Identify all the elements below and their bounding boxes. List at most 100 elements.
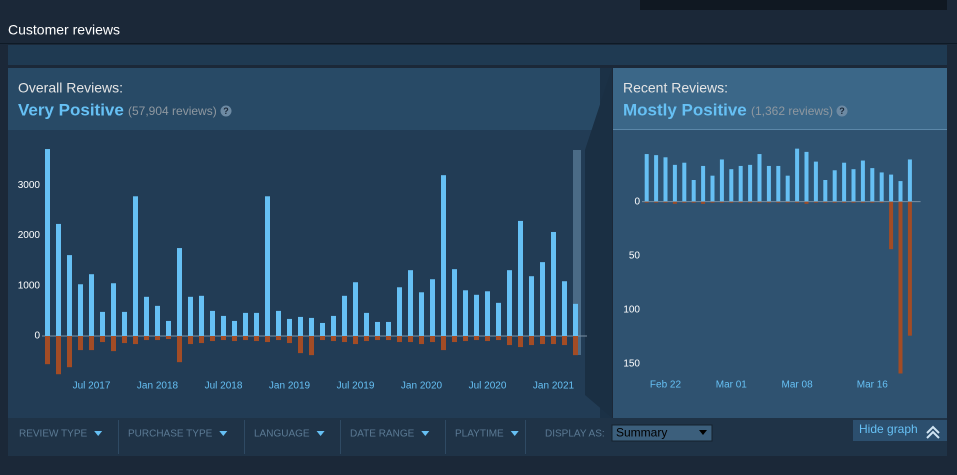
dropdown-arrow[interactable] (510, 431, 519, 436)
bar (386, 321, 391, 337)
bar (254, 312, 259, 337)
bar (860, 160, 865, 202)
bar (485, 336, 490, 342)
bar (701, 201, 706, 204)
bar (122, 311, 127, 337)
bar (133, 196, 138, 337)
bar (748, 201, 753, 203)
display-as-label: DISPLAY AS: (545, 429, 605, 440)
dropdown-arrow[interactable] (421, 431, 430, 436)
overall-count: (57,904 reviews) (128, 104, 217, 118)
bar (210, 336, 215, 342)
bar (89, 274, 94, 337)
bar (45, 149, 50, 337)
bar (518, 220, 523, 337)
bar (562, 336, 567, 346)
filter-separator (118, 420, 119, 454)
bar (188, 296, 193, 337)
bar (785, 175, 790, 202)
y-tick-label: 3000 (18, 180, 41, 191)
bar (408, 336, 413, 343)
bar (144, 336, 149, 341)
bar (166, 320, 171, 337)
filter-label[interactable]: DATE RANGE (350, 429, 415, 440)
x-tick-label: Jan 2019 (269, 381, 311, 392)
bar (823, 201, 828, 203)
overall-rating: Very Positive (18, 100, 124, 119)
chevron[interactable] (926, 425, 940, 434)
bar (287, 318, 292, 337)
bar (155, 305, 160, 337)
bar (177, 336, 182, 363)
x-tick-label: Feb 22 (650, 380, 682, 391)
bar (419, 292, 424, 337)
dropdown-arrow[interactable] (316, 431, 325, 436)
bar (463, 336, 468, 342)
bar (682, 162, 687, 202)
bar (766, 165, 771, 202)
bar (441, 175, 446, 337)
help-icon[interactable] (836, 105, 848, 117)
bar (729, 201, 734, 203)
bar (766, 201, 771, 203)
hide-graph-button[interactable] (853, 420, 947, 441)
recent-summary (613, 68, 947, 130)
bar (397, 287, 402, 337)
bar (776, 201, 781, 203)
bar (813, 201, 818, 203)
x-tick-label: Jul 2019 (337, 381, 375, 392)
filter-label[interactable]: PURCHASE TYPE (128, 429, 213, 440)
bar (823, 180, 828, 202)
bar (320, 336, 325, 341)
dropdown-arrow[interactable] (94, 431, 103, 436)
bar (111, 336, 116, 352)
bar (386, 336, 391, 341)
bar (889, 201, 894, 250)
bar (265, 336, 270, 343)
bar (738, 201, 743, 203)
connector-wedge (585, 68, 612, 418)
help-mark[interactable]: ? (223, 106, 229, 116)
help-mark[interactable]: ? (839, 106, 845, 116)
bar (691, 180, 696, 202)
recent-label: Recent Reviews: (623, 80, 728, 96)
x-tick-label: Jul 2017 (73, 381, 111, 392)
select-arrow[interactable] (699, 430, 707, 435)
help-icon[interactable] (220, 105, 232, 117)
x-tick-label: Jan 2021 (533, 381, 575, 392)
bar (364, 312, 369, 337)
bar (89, 336, 94, 351)
dropdown-arrow[interactable] (219, 431, 228, 436)
bar (474, 294, 479, 337)
bar (210, 310, 215, 337)
bar (672, 164, 677, 202)
bar (540, 262, 545, 337)
bar (122, 336, 127, 344)
bar (243, 312, 248, 337)
bar (804, 201, 809, 204)
bar (710, 175, 715, 202)
filter-label[interactable]: PLAYTIME (455, 429, 504, 440)
bar (221, 315, 226, 337)
scroll-handle[interactable] (573, 150, 581, 355)
bar (551, 336, 556, 345)
hide-graph-label[interactable]: Hide graph (859, 422, 918, 436)
bar (221, 336, 226, 341)
chevron[interactable] (926, 430, 940, 439)
y-tick-label: 1000 (18, 280, 41, 291)
display-select[interactable] (611, 424, 713, 442)
bar (832, 170, 837, 202)
bar (298, 336, 303, 354)
x-tick-label: Jul 2020 (469, 381, 507, 392)
bar (452, 336, 457, 343)
bar (729, 169, 734, 202)
bar (757, 154, 762, 202)
filter-label[interactable]: REVIEW TYPE (19, 429, 87, 440)
bar (276, 336, 281, 341)
bar (397, 336, 402, 343)
bar (177, 248, 182, 337)
display-selected[interactable]: Summary (616, 426, 667, 440)
bar (719, 159, 724, 202)
filter-label[interactable]: LANGUAGE (254, 429, 310, 440)
